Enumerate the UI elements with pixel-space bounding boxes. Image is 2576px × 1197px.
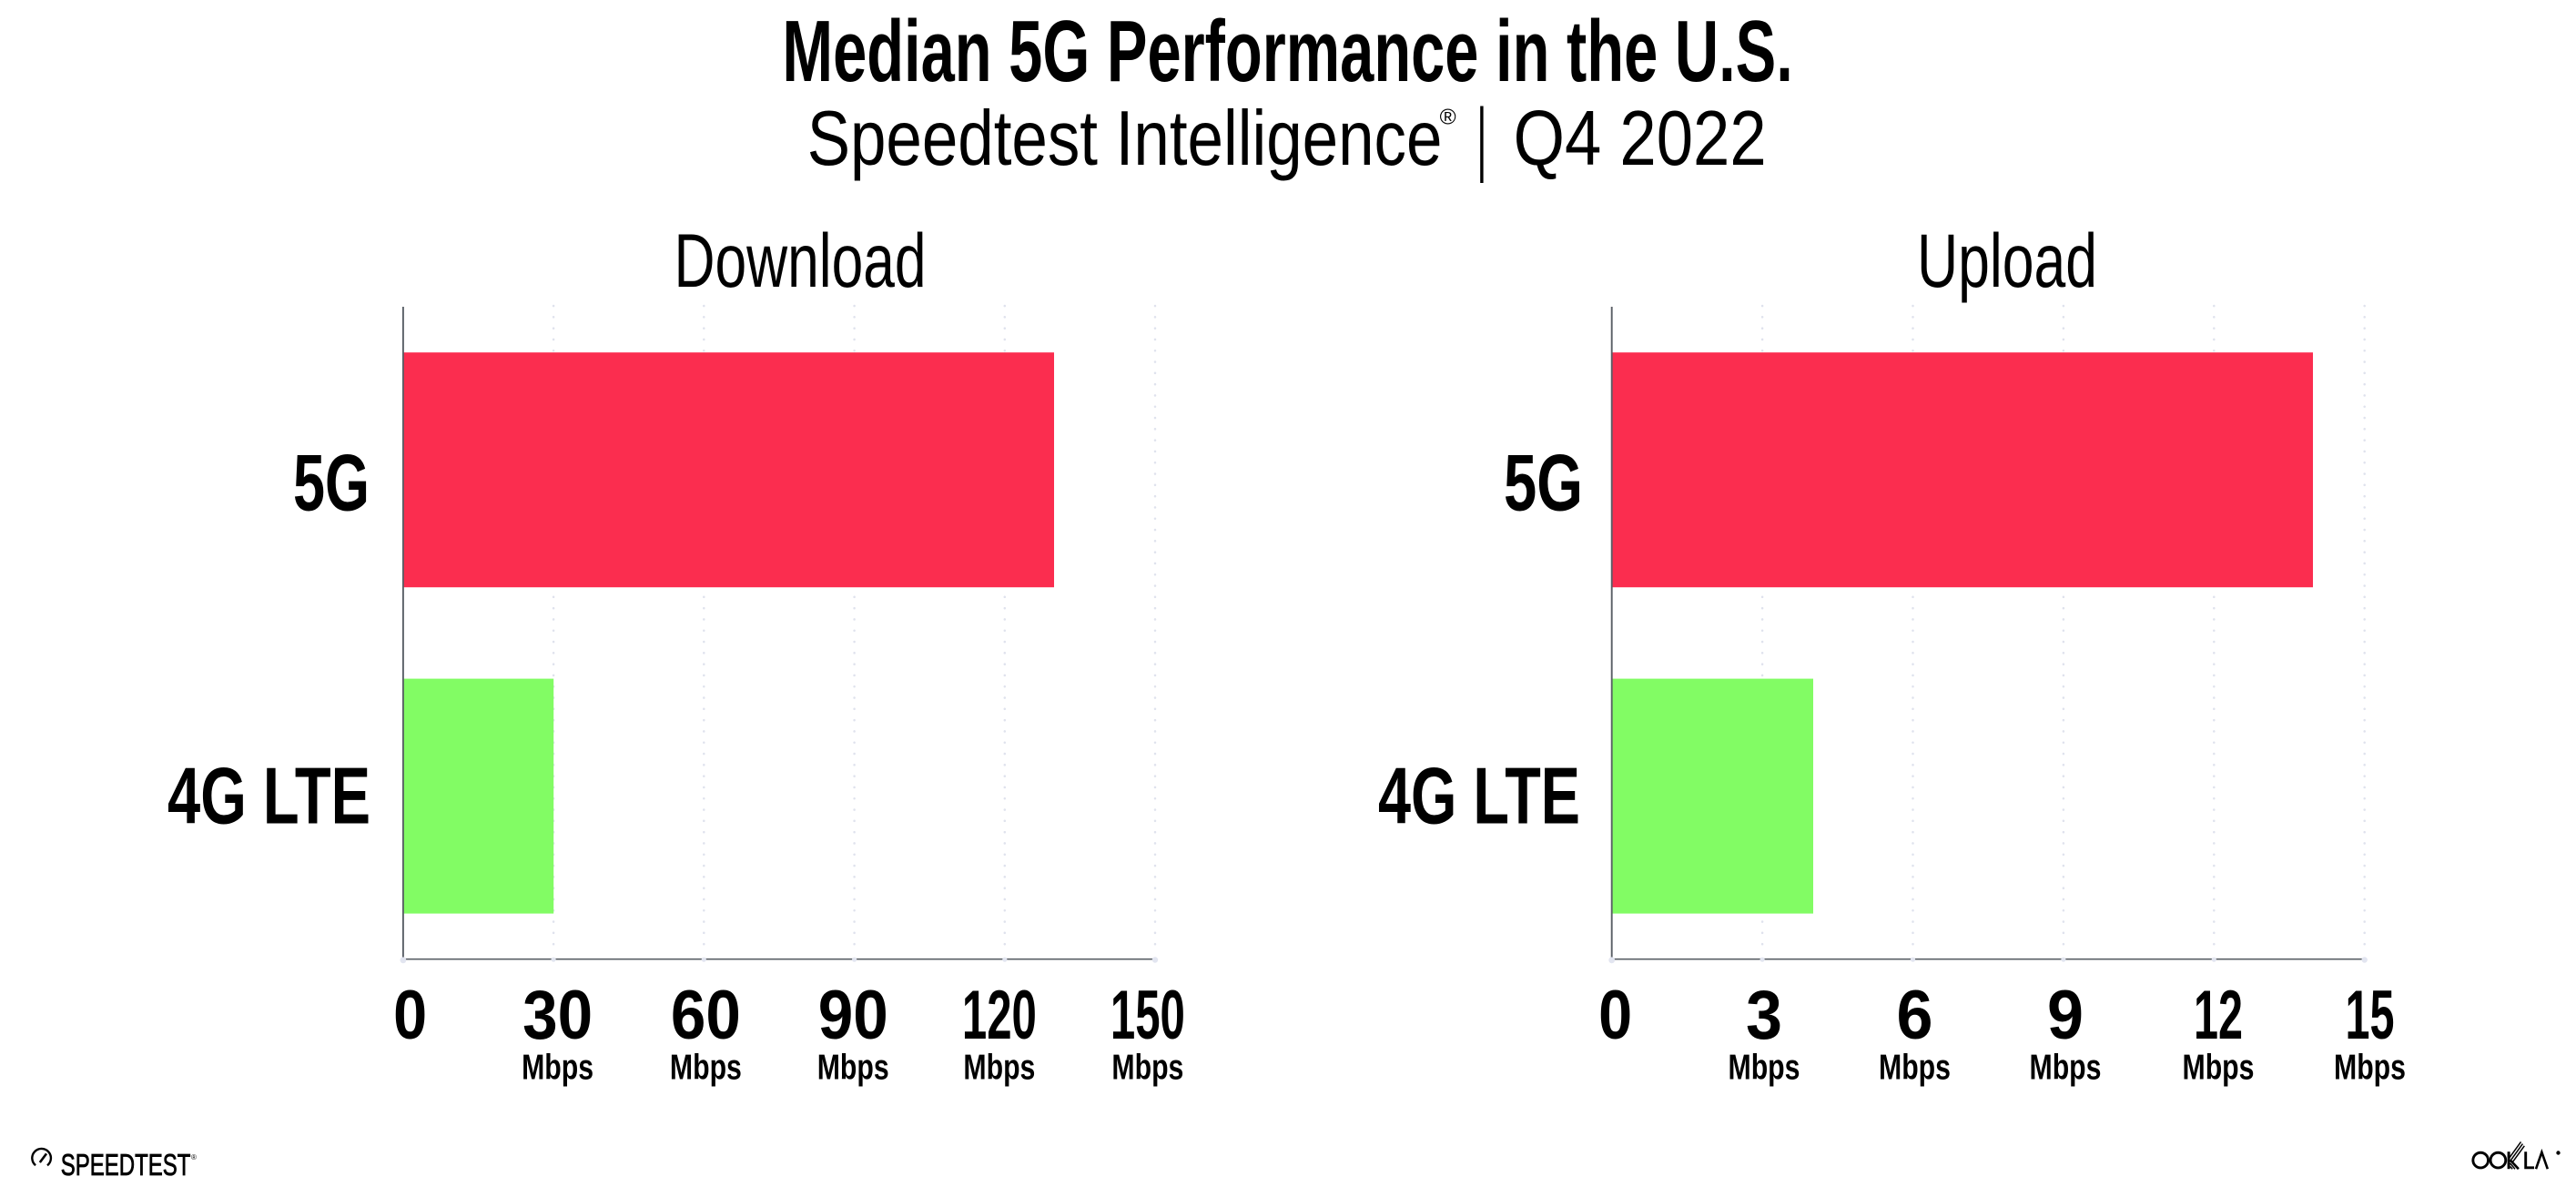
svg-text:15: 15 (2346, 977, 2395, 1054)
svg-text:Mbps: Mbps (2334, 1048, 2406, 1087)
svg-text:0: 0 (1598, 977, 1632, 1054)
svg-text:Speedtest Intelligence: Speedtest Intelligence (807, 96, 1443, 182)
svg-text:Median 5G Performance in the U: Median 5G Performance in the U.S. (782, 4, 1792, 100)
svg-text:6: 6 (1897, 977, 1933, 1054)
svg-text:Mbps: Mbps (963, 1048, 1035, 1087)
svg-text:30: 30 (522, 977, 593, 1054)
svg-text:60: 60 (671, 977, 741, 1054)
svg-text:Mbps: Mbps (1879, 1048, 1951, 1087)
svg-text:3: 3 (1746, 977, 1782, 1054)
svg-text:0: 0 (393, 977, 427, 1054)
svg-text:Mbps: Mbps (522, 1048, 593, 1087)
svg-text:Mbps: Mbps (670, 1048, 742, 1087)
svg-text:®: ® (1440, 106, 1456, 130)
svg-text:®: ® (191, 1153, 197, 1161)
svg-text:Download: Download (674, 218, 927, 303)
svg-text:Mbps: Mbps (2183, 1048, 2255, 1087)
svg-text:12: 12 (2194, 977, 2243, 1054)
svg-text:Mbps: Mbps (1729, 1048, 1800, 1087)
svg-text:5G: 5G (1504, 439, 1583, 528)
svg-text:SPEEDTEST: SPEEDTEST (61, 1149, 191, 1182)
svg-text:150: 150 (1111, 977, 1185, 1054)
svg-text:Q4 2022: Q4 2022 (1514, 96, 1767, 182)
svg-text:Upload: Upload (1917, 218, 2097, 303)
svg-text:90: 90 (818, 977, 888, 1054)
svg-text:Mbps: Mbps (817, 1048, 889, 1087)
svg-text:4G LTE: 4G LTE (167, 752, 370, 841)
svg-text:9: 9 (2047, 977, 2084, 1054)
svg-text:120: 120 (962, 977, 1037, 1054)
svg-text:Mbps: Mbps (1111, 1048, 1183, 1087)
svg-text:5G: 5G (293, 439, 370, 528)
svg-text:4G LTE: 4G LTE (1378, 752, 1580, 841)
svg-text:Mbps: Mbps (2030, 1048, 2102, 1087)
